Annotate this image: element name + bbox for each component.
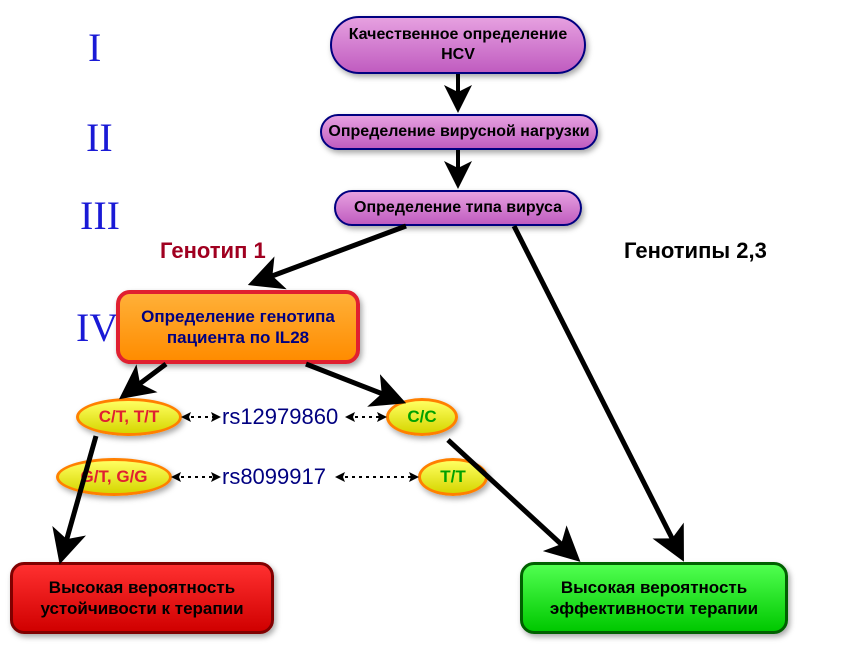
stage-3-label: III	[80, 192, 120, 239]
node-il28-genotype: Определение генотипа пациента по IL28	[116, 290, 360, 364]
outcome-resistance: Высокая вероятность устойчивости к терап…	[10, 562, 274, 634]
node-viral-load: Определение вирусной нагрузки	[320, 114, 598, 150]
node-qualitative-hcv: Качественное определение HCV	[330, 16, 586, 74]
snp-rs8099917: rs8099917	[222, 464, 326, 490]
label-genotype-23: Генотипы 2,3	[624, 238, 767, 264]
stage-2-label: II	[86, 114, 113, 161]
allele-gt-gg: G/T, G/G	[56, 458, 172, 496]
allele-tt: T/T	[418, 458, 488, 496]
node-virus-type: Определение типа вируса	[334, 190, 582, 226]
stage-1-label: I	[88, 24, 101, 71]
stage-4-label: IV	[76, 304, 118, 351]
snp-rs12979860: rs12979860	[222, 404, 338, 430]
label-genotype-1: Генотип 1	[160, 238, 266, 264]
outcome-effective: Высокая вероятность эффективности терапи…	[520, 562, 788, 634]
allele-cc: C/C	[386, 398, 458, 436]
allele-ct-tt: C/T, T/T	[76, 398, 182, 436]
